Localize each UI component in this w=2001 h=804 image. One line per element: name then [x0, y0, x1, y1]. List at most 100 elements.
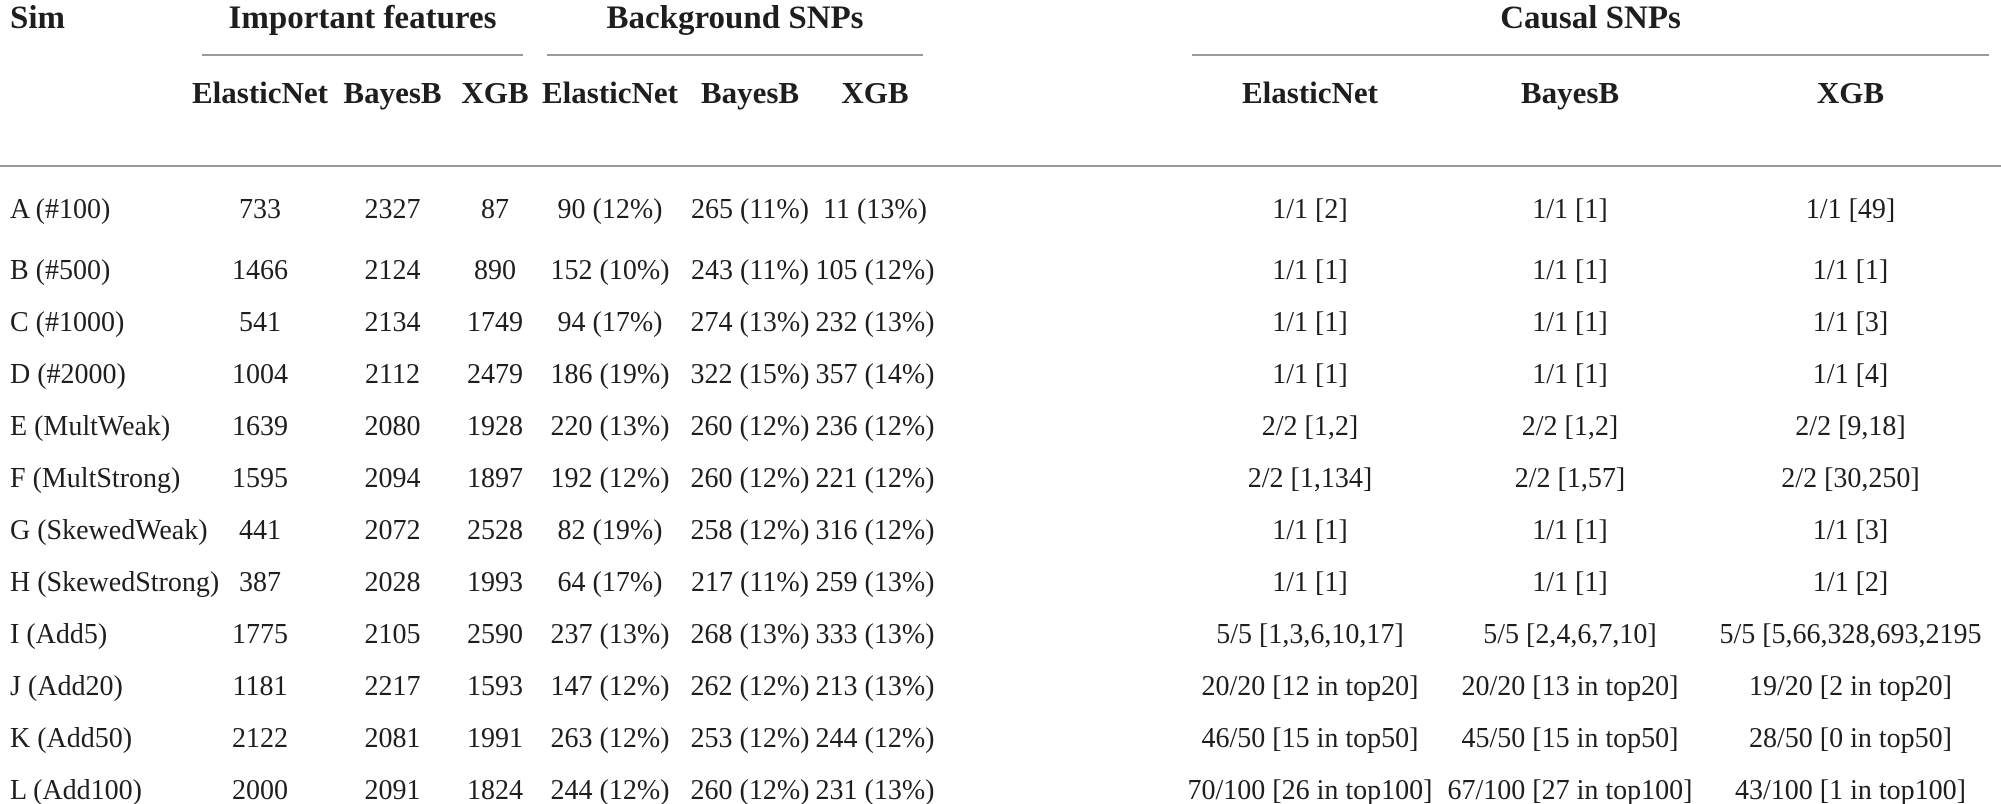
important-features-value: 2091	[364, 775, 421, 804]
column-gap	[935, 58, 1180, 167]
background-snps-value: 243 (11%)	[691, 255, 809, 286]
causal-snps-value: 2/2 [9,18]	[1795, 411, 1906, 442]
causal-snps-value: 20/20 [12 in top20]	[1201, 671, 1419, 702]
important-features-value: 2112	[365, 359, 420, 390]
background-snps-value: 147 (12%)	[550, 671, 670, 702]
background-snps-value: 94 (17%)	[557, 307, 663, 338]
sim-label: A (#100)	[10, 194, 111, 225]
important-features-value: 1749	[467, 307, 523, 338]
important-features-value: 733	[239, 194, 281, 225]
causal-snps-value: 5/5 [5,66,328,693,2195	[1719, 619, 1982, 650]
background-snps-value: 260 (12%)	[690, 411, 810, 442]
causal-snps-value: 45/50 [15 in top50]	[1461, 723, 1679, 754]
group-header-background-snps: Background SNPs	[535, 0, 935, 58]
sim-label: G (SkewedWeak)	[10, 515, 208, 546]
table-row: D (#2000) 1004 2112 2479 186 (19%) 322 (15%) 3…	[0, 349, 2001, 401]
causal-snps-value: 2/2 [30,250]	[1781, 463, 1920, 494]
important-features-value: 2028	[364, 567, 421, 598]
important-features-value: 441	[239, 515, 281, 546]
important-features-value: 1181	[232, 671, 288, 702]
empty-cell	[0, 58, 190, 167]
background-snps-value: 260 (12%)	[690, 463, 810, 494]
col-header-causal-elasticnet: ElasticNet	[1180, 58, 1440, 167]
background-snps-value: 260 (12%)	[690, 775, 810, 804]
causal-snps-value: 1/1 [1]	[1532, 515, 1608, 546]
causal-snps-value: 5/5 [2,4,6,7,10]	[1483, 619, 1657, 650]
causal-snps-value: 1/1 [1]	[1272, 567, 1348, 598]
causal-snps-value: 1/1 [1]	[1272, 515, 1348, 546]
important-features-value: 2134	[364, 307, 421, 338]
causal-snps-value: 1/1 [1]	[1532, 567, 1608, 598]
col-header-causal-bayesb: BayesB	[1440, 58, 1700, 167]
group-header-important-features: Important features	[190, 0, 535, 58]
background-snps-value: 262 (12%)	[690, 671, 810, 702]
sim-label: D (#2000)	[10, 359, 126, 390]
background-snps-value: 232 (13%)	[815, 307, 935, 338]
background-snps-value: 274 (13%)	[690, 307, 810, 338]
important-features-value: 1639	[232, 411, 288, 442]
table-row: J (Add20) 1181 2217 1593 147 (12%) 262 (12%) 2…	[0, 661, 2001, 713]
causal-snps-value: 1/1 [1]	[1532, 255, 1608, 286]
sim-label: H (SkewedStrong)	[10, 567, 220, 598]
col-header-background-elasticnet: ElasticNet	[535, 58, 685, 167]
important-features-value: 2124	[364, 255, 421, 286]
causal-snps-value: 1/1 [1]	[1272, 307, 1348, 338]
background-snps-value: 221 (12%)	[815, 463, 935, 494]
important-features-value: 2094	[364, 463, 421, 494]
causal-snps-value: 1/1 [3]	[1812, 515, 1889, 546]
group-rule	[547, 54, 923, 56]
important-features-value: 2000	[232, 775, 288, 804]
group-rule	[1192, 54, 1990, 56]
causal-snps-value: 2/2 [1,57]	[1514, 463, 1626, 494]
method-header-row: ElasticNet BayesB XGB ElasticNet BayesB …	[0, 58, 2001, 167]
col-header-causal-xgb: XGB	[1700, 58, 2001, 167]
col-header-important-bayesb: BayesB	[330, 58, 455, 167]
background-snps-value: 333 (13%)	[815, 619, 935, 650]
important-features-value: 890	[474, 255, 516, 286]
important-features-value: 87	[481, 194, 509, 225]
sim-label: J (Add20)	[10, 671, 123, 702]
causal-snps-value: 1/1 [1]	[1532, 194, 1608, 225]
background-snps-value: 253 (12%)	[690, 723, 810, 754]
group-title-causal-snps: Causal SNPs	[1500, 0, 1681, 36]
column-gap	[935, 557, 1180, 609]
background-snps-value: 357 (14%)	[815, 359, 935, 390]
table-row: L (Add100) 2000 2091 1824 244 (12%) 260 (12%)…	[0, 765, 2001, 804]
sim-label: L (Add100)	[10, 775, 142, 804]
group-title-background-snps: Background SNPs	[606, 0, 864, 36]
important-features-value: 1824	[467, 775, 523, 804]
sim-label: I (Add5)	[10, 619, 108, 650]
causal-snps-value: 1/1 [2]	[1272, 194, 1348, 225]
background-snps-value: 220 (13%)	[550, 411, 670, 442]
causal-snps-value: 1/1 [1]	[1532, 307, 1608, 338]
background-snps-value: 105 (12%)	[815, 255, 935, 286]
column-gap	[935, 609, 1180, 661]
group-title-important-features: Important features	[228, 0, 497, 36]
background-snps-value: 258 (12%)	[690, 515, 810, 546]
table-row: K (Add50) 2122 2081 1991 263 (12%) 253 (12%) 2…	[0, 713, 2001, 765]
background-snps-value: 217 (11%)	[691, 567, 809, 598]
col-header-background-bayesb: BayesB	[685, 58, 815, 167]
important-features-value: 1991	[467, 723, 523, 754]
column-gap	[935, 401, 1180, 453]
important-features-value: 2590	[467, 619, 523, 650]
group-header-row: Sim Important features Background SNPs C…	[0, 0, 2001, 58]
background-snps-value: 268 (13%)	[690, 619, 810, 650]
background-snps-value: 64 (17%)	[557, 567, 663, 598]
important-features-value: 1595	[232, 463, 288, 494]
table-row: F (MultStrong) 1595 2094 1897 192 (12%) 260 (…	[0, 453, 2001, 505]
column-gap	[935, 245, 1180, 297]
background-snps-value: 259 (13%)	[815, 567, 935, 598]
causal-snps-value: 1/1 [49]	[1805, 194, 1896, 225]
table-body: A (#100) 733 2327 87 90 (12%) 265 (11%) 11 (13…	[0, 166, 2001, 804]
causal-snps-value: 19/20 [2 in top20]	[1749, 671, 1953, 702]
column-gap	[935, 0, 1180, 58]
important-features-value: 2081	[364, 723, 421, 754]
column-gap	[935, 453, 1180, 505]
sim-label: E (MultWeak)	[10, 411, 171, 442]
sim-label: C (#1000)	[10, 307, 125, 338]
important-features-value: 1593	[467, 671, 523, 702]
table-row: G (SkewedWeak) 441 2072 2528 82 (19%) 258 (12…	[0, 505, 2001, 557]
causal-snps-value: 2/2 [1,134]	[1247, 463, 1373, 494]
